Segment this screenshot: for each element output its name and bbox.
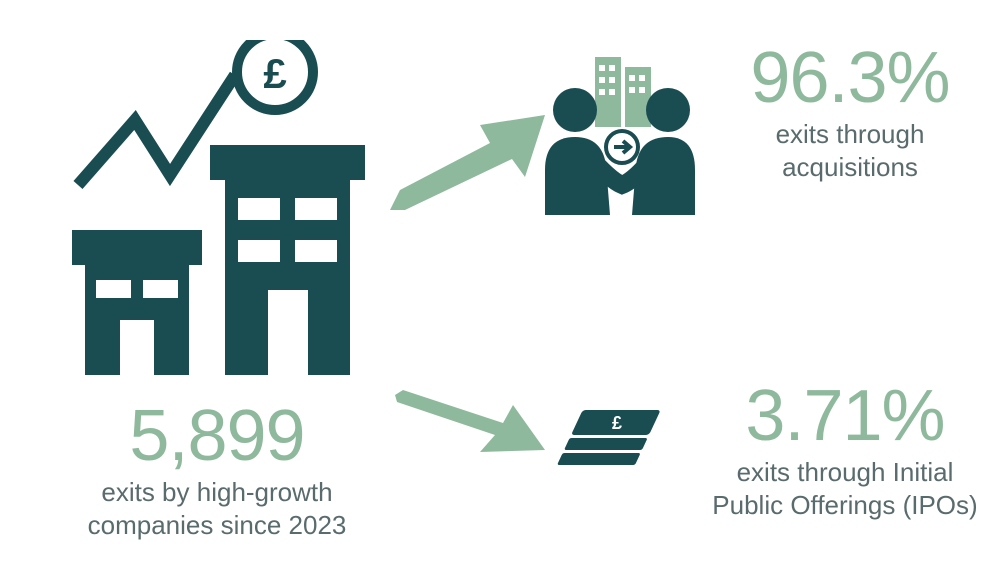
buildings-growth-icon: £: [60, 40, 370, 390]
acquisitions-stat-label: exits through acquisitions: [720, 118, 980, 183]
main-stat-label: exits by high-growth companies since 202…: [62, 476, 372, 541]
ipo-stat-block: 3.71% exits through Initial Public Offer…: [700, 380, 990, 521]
main-stat-value: 5,899: [62, 400, 372, 472]
ipo-stat-value: 3.71%: [700, 380, 990, 452]
acquisitions-stat-value: 96.3%: [720, 42, 980, 114]
handshake-people-icon: [540, 55, 700, 215]
svg-text:£: £: [263, 50, 286, 97]
ipo-stat-label: exits through Initial Public Offerings (…: [700, 456, 990, 521]
money-stack-icon: £: [555, 405, 665, 485]
arrow-bottom-icon: [395, 390, 545, 460]
main-stat-block: 5,899 exits by high-growth companies sin…: [62, 400, 372, 541]
arrow-top-icon: [390, 115, 545, 210]
svg-text:£: £: [612, 413, 622, 433]
acquisitions-stat-block: 96.3% exits through acquisitions: [720, 42, 980, 183]
